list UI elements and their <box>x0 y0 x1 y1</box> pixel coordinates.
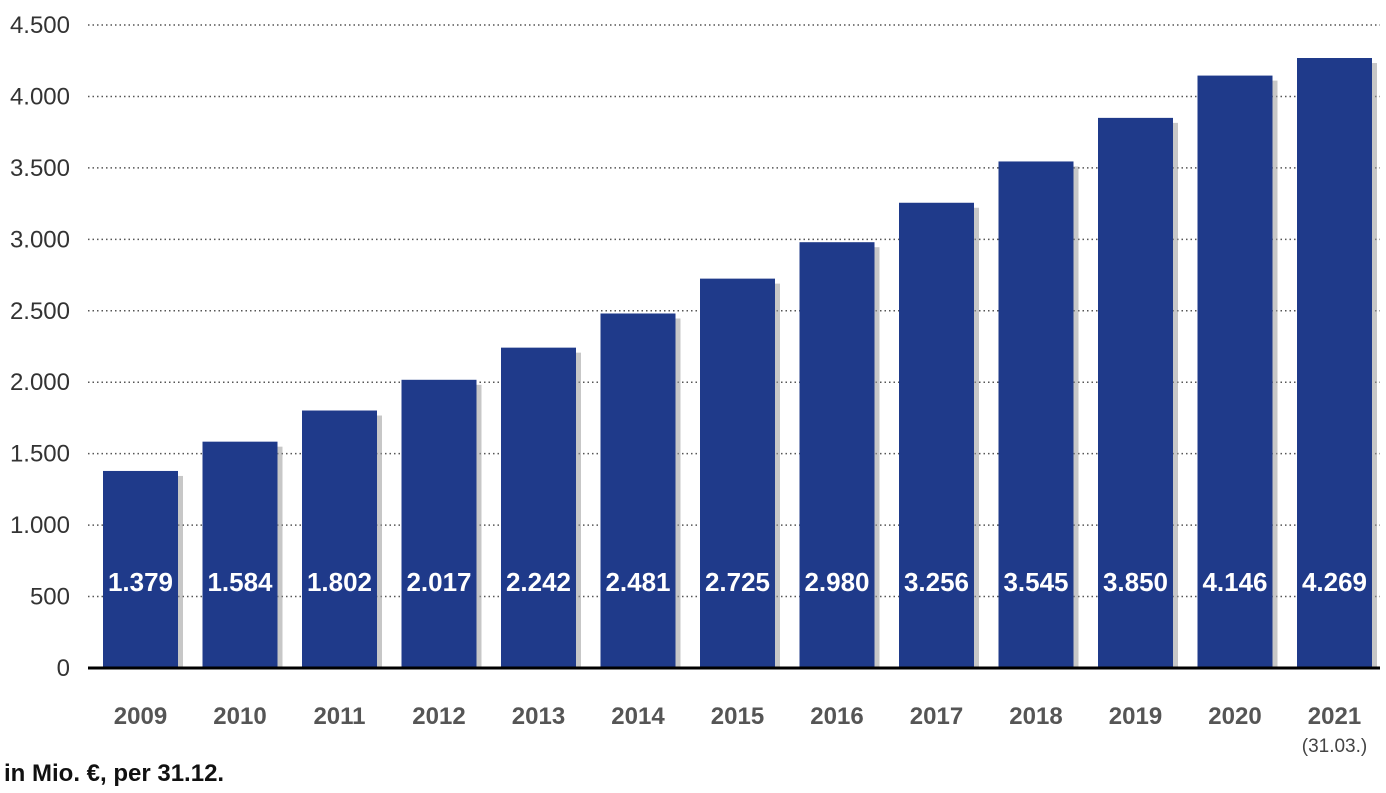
x-tick-label: 2020 <box>1208 703 1261 730</box>
y-tick-label: 500 <box>30 584 70 611</box>
bar-2015 <box>700 278 775 668</box>
bar-2018 <box>998 161 1074 668</box>
x-axis-ticks: 2009 2010 2011 2012 2013 2014 2015 2016 2017 2018… <box>114 703 1367 757</box>
bar-2016 <box>799 242 875 669</box>
data-label: 2.242 <box>506 567 571 597</box>
data-label: 2.481 <box>605 567 670 597</box>
bar-2019 <box>1098 117 1173 668</box>
y-tick-label: 2.000 <box>10 369 70 396</box>
x-tick-label: 2016 <box>810 703 863 730</box>
y-tick-label: 4.500 <box>10 12 70 39</box>
data-label: 2.017 <box>406 567 471 597</box>
data-label: 3.256 <box>904 567 969 597</box>
y-tick-label: 1.000 <box>10 512 70 539</box>
data-label: 2.725 <box>705 567 770 597</box>
bar-2020 <box>1197 75 1273 669</box>
bar-2012 <box>401 379 477 668</box>
bar-2009 <box>103 470 178 668</box>
y-tick-label: 4.000 <box>10 83 70 110</box>
x-tick-label: 2018 <box>1009 703 1062 730</box>
y-tick-label: 2.500 <box>10 298 70 325</box>
data-label: 3.545 <box>1003 567 1068 597</box>
x-tick-label: 2009 <box>114 703 167 730</box>
x-tick-label: 2011 <box>313 703 365 730</box>
bars <box>103 58 1372 669</box>
data-label: 1.584 <box>207 567 273 597</box>
y-axis-ticks: 0 500 1.000 1.500 2.000 2.500 3.000 3.500 4.000 4… <box>10 12 70 682</box>
x-tick-label: 2021 <box>1308 703 1361 730</box>
data-labels: 1.379 1.584 1.802 2.017 2.242 2.481 2.725 2.980… <box>108 567 1367 597</box>
x-tick-sublabel: (31.03.) <box>1302 736 1367 757</box>
y-tick-label: 3.500 <box>10 155 70 182</box>
x-tick-label: 2017 <box>910 703 963 730</box>
bar-chart: 0 500 1.000 1.500 2.000 2.500 3.000 3.500 4.000 4… <box>10 12 1380 757</box>
x-tick-label: 2014 <box>611 703 665 730</box>
data-label: 1.379 <box>108 567 173 597</box>
bar-2013 <box>501 347 576 668</box>
y-tick-label: 1.500 <box>10 441 70 468</box>
x-tick-label: 2015 <box>711 703 764 730</box>
data-label: 1.802 <box>307 567 372 597</box>
x-tick-label: 2010 <box>213 703 266 730</box>
x-tick-label: 2013 <box>512 703 565 730</box>
y-tick-label: 0 <box>57 655 70 682</box>
data-label: 4.146 <box>1202 567 1267 597</box>
bar-2017 <box>899 202 974 668</box>
x-tick-label: 2012 <box>412 703 465 730</box>
bar-2010 <box>202 441 278 668</box>
x-tick-label: 2019 <box>1109 703 1162 730</box>
footnote: in Mio. €, per 31.12. <box>4 760 225 787</box>
y-tick-label: 3.000 <box>10 226 70 253</box>
bar-2011 <box>302 410 377 668</box>
data-label: 2.980 <box>804 567 869 597</box>
data-label: 4.269 <box>1302 567 1367 597</box>
bar-2014 <box>600 313 676 668</box>
data-label: 3.850 <box>1103 567 1168 597</box>
bar-2021 <box>1297 58 1372 669</box>
